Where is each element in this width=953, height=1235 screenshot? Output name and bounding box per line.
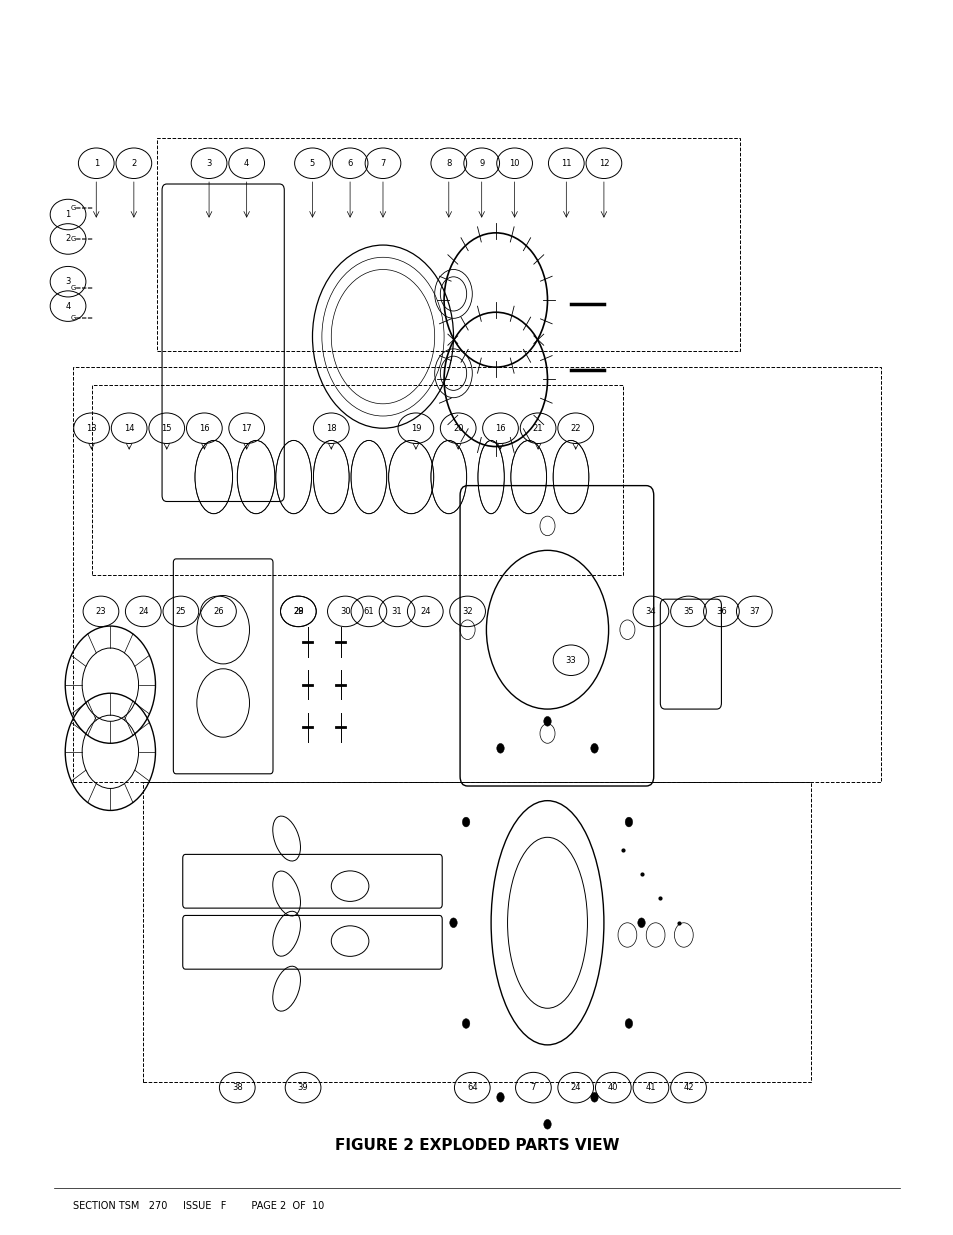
Text: 7: 7 bbox=[530, 1083, 536, 1092]
Text: 7: 7 bbox=[380, 159, 385, 168]
Text: 41: 41 bbox=[645, 1083, 656, 1092]
Circle shape bbox=[590, 1093, 598, 1102]
Text: 64: 64 bbox=[467, 1083, 477, 1092]
Circle shape bbox=[462, 818, 470, 827]
Bar bbox=[157, 137, 740, 351]
Text: 2: 2 bbox=[132, 159, 136, 168]
Text: 42: 42 bbox=[682, 1083, 693, 1092]
Text: 34: 34 bbox=[645, 606, 656, 616]
Text: 4: 4 bbox=[244, 159, 249, 168]
Text: 3: 3 bbox=[66, 277, 71, 287]
Text: 14: 14 bbox=[124, 424, 134, 432]
Text: 16: 16 bbox=[495, 424, 505, 432]
Circle shape bbox=[543, 1119, 551, 1129]
Text: 5: 5 bbox=[310, 159, 314, 168]
Text: 18: 18 bbox=[326, 424, 336, 432]
Text: 36: 36 bbox=[716, 606, 726, 616]
Text: 40: 40 bbox=[607, 1083, 618, 1092]
Text: 61: 61 bbox=[363, 606, 374, 616]
Text: 8: 8 bbox=[446, 159, 451, 168]
Text: 2: 2 bbox=[66, 235, 71, 243]
Text: 35: 35 bbox=[682, 606, 693, 616]
Circle shape bbox=[497, 1093, 504, 1102]
Text: 26: 26 bbox=[213, 606, 224, 616]
Text: G===: G=== bbox=[71, 205, 93, 211]
Text: 11: 11 bbox=[560, 159, 571, 168]
Text: 3: 3 bbox=[206, 159, 212, 168]
Text: 38: 38 bbox=[232, 1083, 242, 1092]
Text: FIGURE 2 EXPLODED PARTS VIEW: FIGURE 2 EXPLODED PARTS VIEW bbox=[335, 1137, 618, 1152]
Text: G===: G=== bbox=[71, 236, 93, 242]
Text: G===: G=== bbox=[71, 285, 93, 290]
Text: 13: 13 bbox=[86, 424, 97, 432]
Text: 4: 4 bbox=[66, 301, 71, 311]
Text: 24: 24 bbox=[138, 606, 149, 616]
Circle shape bbox=[462, 1019, 470, 1029]
Circle shape bbox=[624, 818, 632, 827]
Text: 17: 17 bbox=[241, 424, 252, 432]
Text: 24: 24 bbox=[419, 606, 430, 616]
Text: 39: 39 bbox=[297, 1083, 308, 1092]
Text: 19: 19 bbox=[410, 424, 420, 432]
Text: 33: 33 bbox=[565, 656, 576, 664]
Text: 20: 20 bbox=[453, 424, 463, 432]
Text: 28: 28 bbox=[293, 606, 303, 616]
Text: 15: 15 bbox=[161, 424, 172, 432]
Text: 1: 1 bbox=[93, 159, 99, 168]
Text: 9: 9 bbox=[478, 159, 484, 168]
Text: 10: 10 bbox=[509, 159, 519, 168]
Bar bbox=[143, 782, 810, 1082]
Text: 23: 23 bbox=[95, 606, 106, 616]
Text: 31: 31 bbox=[392, 606, 402, 616]
Text: 32: 32 bbox=[462, 606, 473, 616]
Text: 16: 16 bbox=[199, 424, 210, 432]
Circle shape bbox=[497, 743, 504, 753]
Text: 22: 22 bbox=[570, 424, 580, 432]
Circle shape bbox=[624, 1019, 632, 1029]
Text: 21: 21 bbox=[533, 424, 543, 432]
Text: 37: 37 bbox=[748, 606, 759, 616]
Text: 1: 1 bbox=[66, 210, 71, 219]
Text: 30: 30 bbox=[339, 606, 351, 616]
Text: SECTION TSM   270     ISSUE   F        PAGE 2  OF  10: SECTION TSM 270 ISSUE F PAGE 2 OF 10 bbox=[72, 1202, 324, 1212]
Text: 24: 24 bbox=[570, 1083, 580, 1092]
Text: 12: 12 bbox=[598, 159, 609, 168]
Text: G===: G=== bbox=[71, 315, 93, 321]
Bar bbox=[91, 385, 622, 574]
Circle shape bbox=[543, 716, 551, 726]
Circle shape bbox=[590, 743, 598, 753]
Circle shape bbox=[449, 918, 456, 927]
Text: 6: 6 bbox=[347, 159, 353, 168]
Text: 29: 29 bbox=[293, 606, 303, 616]
Bar bbox=[72, 367, 881, 782]
Circle shape bbox=[638, 918, 644, 927]
Text: 25: 25 bbox=[175, 606, 186, 616]
